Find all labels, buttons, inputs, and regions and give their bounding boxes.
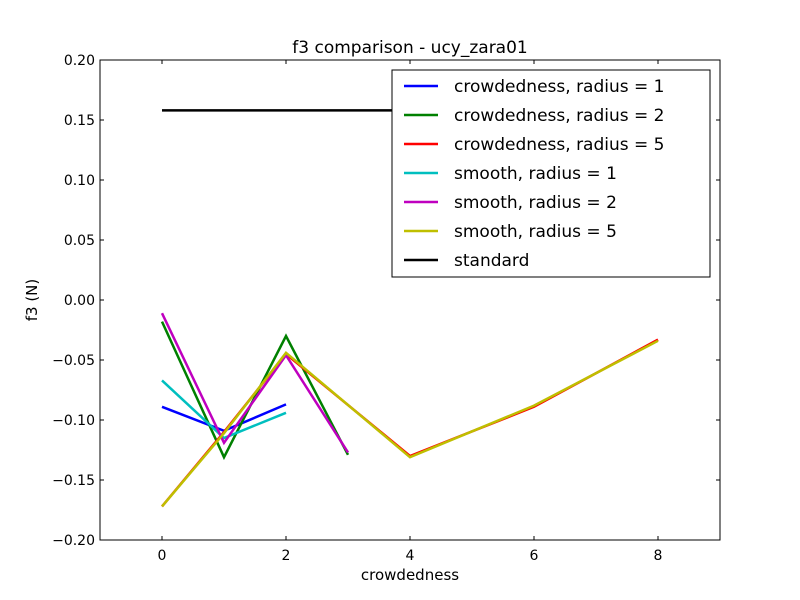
series-line-1 [161,403,287,433]
x-tick-label: 8 [654,548,663,564]
y-axis-label: f3 (N) [23,279,41,322]
x-tick-label: 0 [158,548,167,564]
x-axis-label: crowdedness [361,566,459,584]
legend-label-3: crowdedness, radius = 5 [454,135,664,155]
y-tick-label: 0.00 [64,293,95,309]
series-line-6 [161,339,659,508]
legend-label-4: smooth, radius = 1 [454,164,617,184]
legend-label-5: smooth, radius = 2 [454,193,617,213]
series-line-5 [160,312,350,454]
x-tick-label: 4 [406,548,415,564]
legend-label-7: standard [454,251,529,271]
y-tick-label: 0.05 [64,233,95,249]
y-tick-label: −0.05 [52,353,95,369]
x-tick-label: 6 [530,548,539,564]
series-line-3 [161,338,659,508]
legend: crowdedness, radius = 1 crowdedness, radi… [391,69,711,278]
y-axis: −0.20 −0.15 −0.10 −0.05 0.00 0.05 0.10 0.15 0.20 [52,53,720,549]
chart-title: f3 comparison - ucy_zara01 [292,38,527,58]
x-tick-label: 2 [282,548,291,564]
x-axis: 0 2 4 6 8 [158,60,663,564]
y-tick-label: −0.15 [52,473,95,489]
legend-box [391,69,711,278]
series-line-4 [161,379,287,440]
legend-label-2: crowdedness, radius = 2 [454,106,664,126]
series-line-2 [160,321,350,461]
y-tick-label: −0.20 [52,533,95,549]
y-tick-label: 0.20 [64,53,95,69]
legend-label-1: crowdedness, radius = 1 [454,77,664,97]
y-tick-label: 0.10 [64,173,95,189]
legend-label-6: smooth, radius = 5 [454,222,617,242]
y-tick-label: −0.10 [52,413,95,429]
y-tick-label: 0.15 [64,113,95,129]
